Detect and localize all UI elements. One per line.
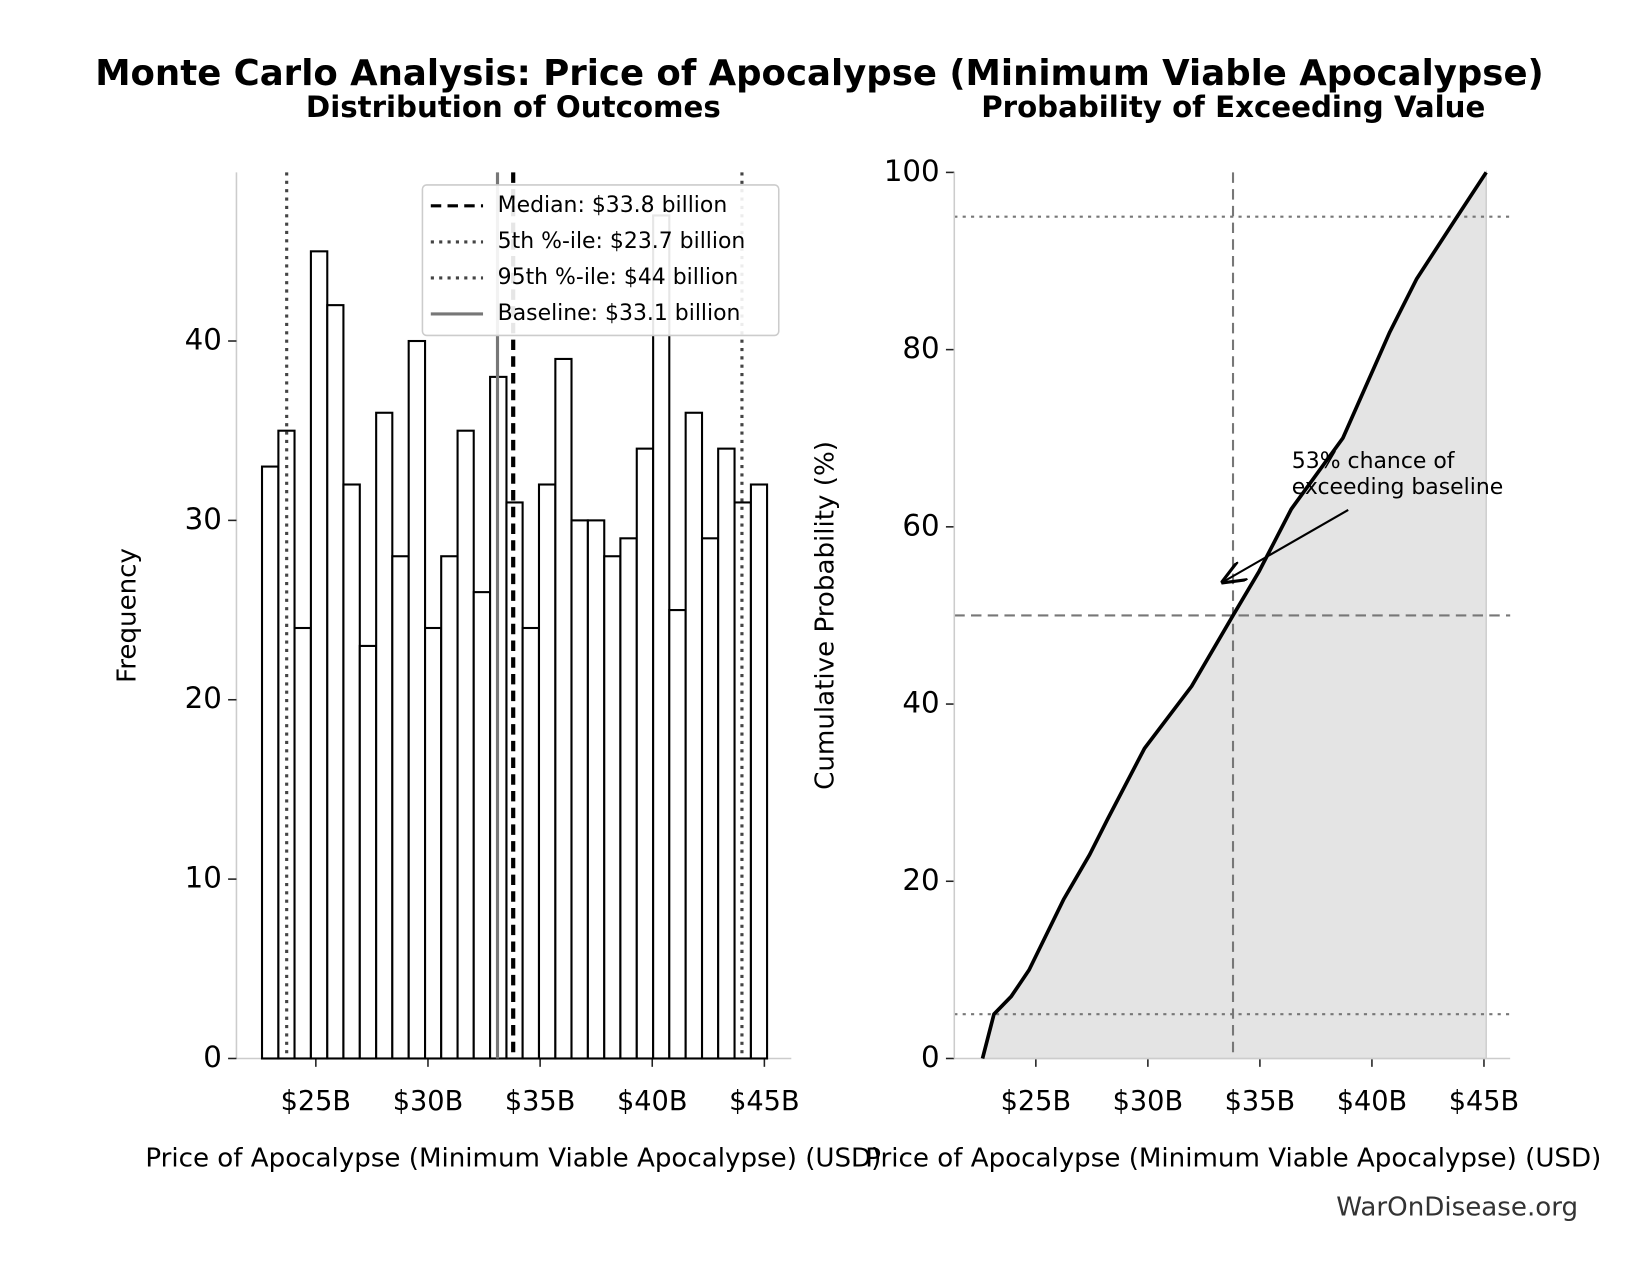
histogram-bar (424, 626, 443, 1060)
y-tick-label: 20 (185, 681, 222, 715)
x-tick-label: $40B (1337, 1086, 1407, 1117)
histogram-bar (326, 304, 345, 1060)
subplot-title: Distribution of Outcomes (306, 90, 721, 124)
histogram-bar (668, 609, 687, 1060)
histogram-bar (293, 626, 312, 1060)
x-tick-label: $30B (1113, 1086, 1183, 1117)
y-tick-label: 60 (902, 508, 939, 542)
y-tick-label: 40 (185, 323, 222, 357)
legend-label: Baseline: $33.1 billion (498, 301, 741, 326)
y-tick-label: 20 (902, 863, 939, 897)
x-tick-label: $35B (505, 1086, 575, 1117)
cdf-line (980, 171, 1488, 1059)
histogram-bar (652, 214, 671, 1060)
histogram-bar (570, 519, 589, 1060)
histogram-bar (456, 429, 475, 1060)
y-tick-label: 10 (185, 861, 222, 895)
histogram-bar (440, 555, 459, 1060)
histogram-bar (586, 519, 606, 1060)
histogram-bar (684, 411, 704, 1060)
y-tick-label: 0 (921, 1040, 940, 1074)
histogram-bar (537, 483, 557, 1060)
y-tick-label: 40 (902, 686, 939, 720)
x-axis-label: Price of Apocalypse (Minimum Viable Apoc… (865, 1143, 1601, 1173)
x-tick-label: $25B (281, 1086, 351, 1117)
histogram-bar (342, 483, 361, 1060)
histogram-bar (717, 447, 736, 1060)
histogram-bar (700, 537, 720, 1060)
x-tick-label: $45B (1449, 1086, 1519, 1117)
annotation: 53% chance of exceeding baseline (1292, 449, 1503, 500)
legend-label: Median: $33.8 billion (498, 193, 728, 218)
histogram-bar (309, 250, 329, 1060)
x-tick-label: $45B (729, 1086, 799, 1117)
histogram-bar (554, 357, 573, 1060)
x-tick-label: $40B (617, 1086, 687, 1117)
legend-label: 5th %-ile: $23.7 billion (498, 229, 746, 254)
histogram-bar (472, 591, 492, 1060)
annotation-line: exceeding baseline (1292, 475, 1503, 500)
x-tick-label: $35B (1225, 1086, 1295, 1117)
legend-box (421, 184, 780, 337)
histogram-bar (521, 626, 541, 1060)
histogram-bar (260, 465, 280, 1060)
figure-title: Monte Carlo Analysis: Price of Apocalyps… (95, 53, 1544, 94)
histogram-bar (407, 339, 427, 1060)
watermark: WarOnDisease.org (1336, 1192, 1578, 1222)
y-tick-label: 80 (902, 331, 939, 365)
histogram-bar (391, 555, 410, 1060)
histogram-bar (603, 555, 622, 1060)
y-axis-label: Frequency (112, 548, 142, 683)
x-tick-label: $30B (393, 1086, 463, 1117)
histogram-bar (635, 447, 655, 1060)
histogram-bar (358, 644, 378, 1060)
histogram-bar (749, 483, 769, 1060)
y-tick-label: 30 (185, 502, 222, 536)
y-tick-label: 100 (884, 154, 940, 188)
x-axis-label: Price of Apocalypse (Minimum Viable Apoc… (145, 1143, 881, 1173)
y-axis-label: Cumulative Probability (%) (810, 441, 840, 790)
annotation-line: 53% chance of (1292, 449, 1456, 474)
histogram-bar (619, 537, 638, 1060)
histogram-bar (375, 411, 394, 1060)
y-tick-label: 0 (203, 1040, 222, 1074)
subplot-title: Probability of Exceeding Value (981, 90, 1485, 124)
legend-label: 95th %-ile: $44 billion (498, 265, 739, 290)
x-tick-label: $25B (1001, 1086, 1071, 1117)
annotation-arrow (1223, 509, 1349, 582)
